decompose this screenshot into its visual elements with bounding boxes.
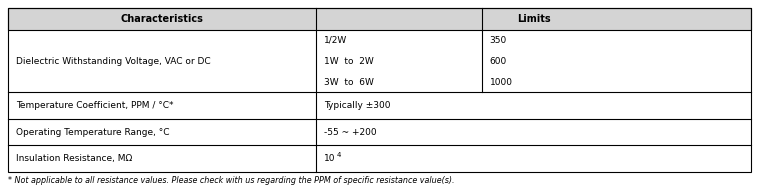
- Text: Limits: Limits: [517, 14, 550, 24]
- Text: 4: 4: [336, 152, 341, 158]
- Text: Temperature Coefficient, PPM / °C*: Temperature Coefficient, PPM / °C*: [16, 101, 174, 110]
- Text: 600: 600: [490, 57, 507, 66]
- Text: 1/2W: 1/2W: [324, 36, 348, 45]
- Text: 10: 10: [324, 154, 335, 163]
- Text: * Not applicable to all resistance values. Please check with us regarding the PP: * Not applicable to all resistance value…: [8, 176, 455, 185]
- Text: Operating Temperature Range, °C: Operating Temperature Range, °C: [16, 128, 169, 137]
- Text: Typically ±300: Typically ±300: [324, 101, 391, 110]
- Text: 1W  to  2W: 1W to 2W: [324, 57, 374, 66]
- Text: Characteristics: Characteristics: [121, 14, 203, 24]
- Bar: [8, 8, 751, 30]
- Text: Insulation Resistance, MΩ: Insulation Resistance, MΩ: [16, 154, 132, 163]
- Text: 3W  to  6W: 3W to 6W: [324, 78, 374, 87]
- Text: Dielectric Withstanding Voltage, VAC or DC: Dielectric Withstanding Voltage, VAC or …: [16, 57, 211, 66]
- Text: -55 ~ +200: -55 ~ +200: [324, 128, 377, 137]
- Bar: [8, 30, 751, 172]
- Bar: [8, 8, 751, 172]
- Text: 1000: 1000: [490, 78, 512, 87]
- Text: 350: 350: [490, 36, 507, 45]
